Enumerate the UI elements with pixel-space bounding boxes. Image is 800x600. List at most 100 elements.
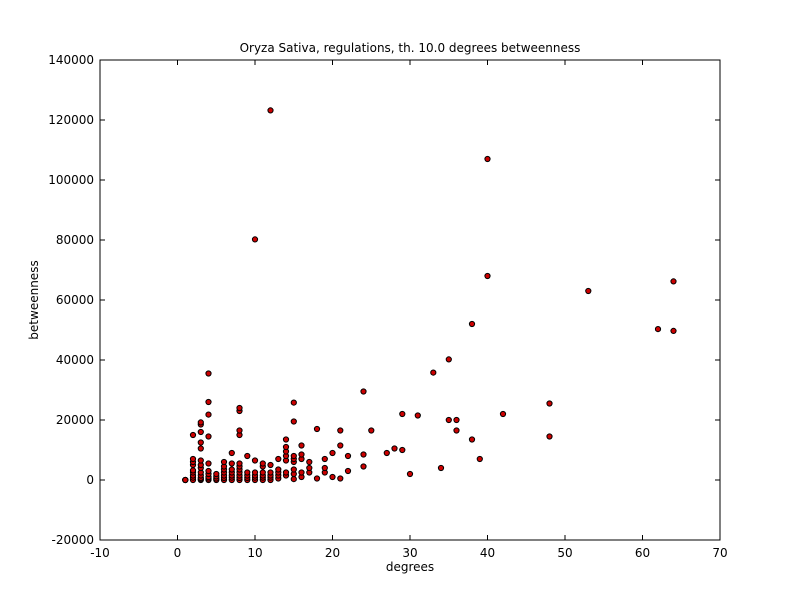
data-point: [585, 287, 592, 295]
data-point: [197, 445, 204, 452]
data-point: [189, 431, 197, 439]
data-point: [205, 411, 212, 418]
data-point: [205, 467, 212, 475]
data-point: [290, 418, 297, 425]
data-point: [275, 466, 282, 473]
data-point: [306, 464, 313, 472]
y-tick-label: 0: [86, 473, 94, 487]
data-point: [499, 410, 507, 418]
data-point: [313, 425, 321, 433]
y-tick-label: -20000: [51, 533, 94, 547]
data-point: [313, 475, 321, 482]
data-point: [267, 107, 274, 114]
y-tick-label: 140000: [48, 53, 94, 67]
data-point: [259, 460, 266, 467]
chart-title: Oryza Sativa, regulations, th. 10.0 degr…: [240, 41, 581, 55]
data-point: [251, 457, 259, 464]
data-point: [197, 428, 204, 436]
data-point: [244, 469, 251, 476]
data-point: [391, 445, 398, 452]
data-point: [329, 449, 336, 457]
data-point: [236, 404, 243, 412]
data-point: [360, 463, 367, 470]
data-point: [670, 327, 677, 334]
data-point: [468, 320, 476, 328]
data-point: [251, 236, 259, 243]
data-point: [205, 433, 212, 440]
x-axis-label: degrees: [386, 560, 434, 574]
data-point: [213, 470, 220, 478]
data-point: [321, 464, 328, 472]
data-point: [298, 442, 305, 449]
data-point: [329, 473, 336, 481]
data-point: [228, 466, 235, 473]
data-point: [360, 388, 367, 395]
data-point: [337, 427, 344, 434]
data-point: [344, 452, 352, 460]
x-tick-label: 50: [557, 546, 572, 560]
data-point: [267, 461, 274, 469]
x-tick-label: -10: [90, 546, 110, 560]
data-point: [290, 399, 297, 406]
data-point: [282, 443, 290, 451]
data-point: [337, 475, 344, 482]
data-point: [321, 455, 328, 463]
x-tick-label: 40: [480, 546, 495, 560]
data-point: [197, 419, 204, 426]
y-tick-label: 20000: [56, 413, 94, 427]
data-point: [228, 449, 235, 457]
y-axis: -20000 0 20000 40000 60000 80000 100000 120000 1…: [48, 53, 720, 547]
data-point: [484, 272, 491, 280]
data-point: [654, 326, 662, 333]
x-axis: -10 0 10 20 30 40 50 60 70: [90, 60, 728, 560]
points-layer: [182, 107, 677, 484]
data-point: [244, 452, 251, 460]
data-point: [282, 436, 290, 443]
data-point: [259, 469, 266, 476]
data-point: [205, 370, 212, 377]
data-point: [414, 412, 421, 419]
x-tick-label: 0: [174, 546, 182, 560]
data-point: [182, 476, 189, 484]
data-point: [220, 458, 228, 466]
data-point: [197, 457, 204, 464]
data-point: [399, 446, 406, 454]
data-point: [205, 460, 212, 467]
y-tick-label: 40000: [56, 353, 94, 367]
data-point: [476, 455, 483, 463]
data-point: [236, 427, 243, 434]
data-point: [236, 460, 243, 467]
data-point: [399, 410, 406, 418]
y-tick-label: 80000: [56, 233, 94, 247]
data-point: [546, 400, 553, 407]
data-point: [546, 433, 553, 440]
data-point: [228, 460, 235, 467]
data-point: [453, 416, 460, 424]
data-point: [437, 464, 445, 472]
x-tick-label: 30: [402, 546, 417, 560]
data-point: [267, 469, 274, 476]
data-point: [251, 469, 259, 476]
x-tick-label: 70: [712, 546, 727, 560]
data-point: [368, 427, 375, 434]
data-point: [406, 470, 414, 478]
data-point: [290, 476, 297, 483]
data-point: [197, 439, 204, 446]
data-point: [484, 155, 491, 163]
data-point: [290, 452, 297, 460]
data-point: [468, 436, 476, 443]
data-point: [298, 451, 305, 458]
data-point: [337, 442, 344, 449]
y-tick-label: 120000: [48, 113, 94, 127]
data-point: [275, 455, 282, 463]
data-point: [430, 369, 437, 376]
y-tick-label: 100000: [48, 173, 94, 187]
data-point: [205, 398, 212, 406]
y-tick-label: 60000: [56, 293, 94, 307]
y-axis-label: betweenness: [27, 260, 41, 339]
data-point: [344, 467, 352, 475]
data-point: [453, 427, 460, 434]
x-tick-label: 20: [325, 546, 340, 560]
